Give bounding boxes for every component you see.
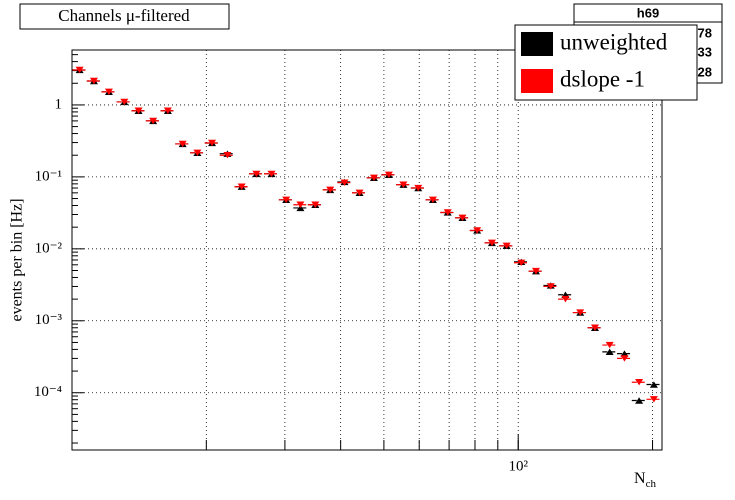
stats-title: h69 [637, 5, 659, 20]
x-tick-label: 10² [508, 458, 528, 474]
marker [282, 196, 291, 204]
x-axis-label-sub: ch [646, 478, 657, 490]
marker [237, 183, 246, 190]
marker [340, 179, 349, 186]
marker [620, 355, 629, 362]
marker [296, 201, 305, 208]
marker [369, 174, 378, 182]
marker [223, 152, 232, 159]
marker [473, 227, 482, 234]
marker [178, 140, 187, 148]
marker [458, 214, 467, 221]
marker [399, 181, 408, 188]
marker [384, 171, 393, 178]
marker [635, 379, 644, 386]
title-box [19, 3, 230, 30]
marker [576, 309, 585, 316]
x-axis-label-main: N [634, 470, 646, 487]
marker [414, 184, 423, 192]
marker [311, 201, 320, 208]
marker [104, 88, 113, 96]
plot-area: 10⁻⁴ 10⁻³ 10⁻² 10⁻¹ 1 10² [34, 50, 662, 474]
legend-label: unweighted [560, 29, 668, 54]
y-tick-label: 10⁻⁴ [34, 384, 62, 400]
marker [635, 397, 644, 404]
marker [620, 350, 629, 357]
marker [163, 107, 172, 114]
y-tick-label: 10⁻³ [35, 312, 63, 328]
marker [296, 204, 305, 212]
marker [267, 170, 276, 178]
legend-label: dslope -1 [560, 66, 645, 91]
marker [590, 324, 599, 331]
marker [134, 107, 143, 114]
stats-line: 33 [698, 44, 712, 59]
legend: unweighted dslope -1 [514, 24, 698, 101]
marker [649, 396, 658, 403]
marker [605, 348, 614, 356]
marker [208, 139, 217, 147]
marker [443, 209, 452, 216]
marker [561, 295, 570, 303]
marker [149, 117, 158, 125]
legend-swatch [521, 32, 553, 56]
y-axis-label: events per bin [Hz] [9, 198, 26, 321]
legend-swatch [521, 69, 553, 93]
marker [502, 242, 511, 250]
x-axis-label: Nch [634, 470, 656, 490]
y-tick-label: 1 [55, 96, 63, 112]
marker [120, 98, 129, 106]
marker [546, 283, 555, 290]
chart-title: Channels μ-filtered [58, 6, 190, 25]
marker [487, 239, 496, 247]
stats-line: 28 [698, 64, 712, 79]
stats-line: 78 [698, 25, 712, 40]
marker [75, 66, 84, 74]
marker [605, 341, 614, 349]
marker [252, 170, 261, 178]
marker [649, 381, 658, 388]
marker [326, 186, 335, 194]
y-tick-label: 10⁻² [35, 240, 63, 256]
marker [89, 77, 98, 85]
marker [517, 259, 526, 266]
y-tick-label: 10⁻¹ [35, 168, 62, 184]
frame [71, 49, 663, 451]
marker [428, 196, 437, 204]
marker [193, 149, 202, 157]
marker [531, 267, 540, 275]
series [72, 66, 662, 403]
marker [355, 189, 364, 197]
